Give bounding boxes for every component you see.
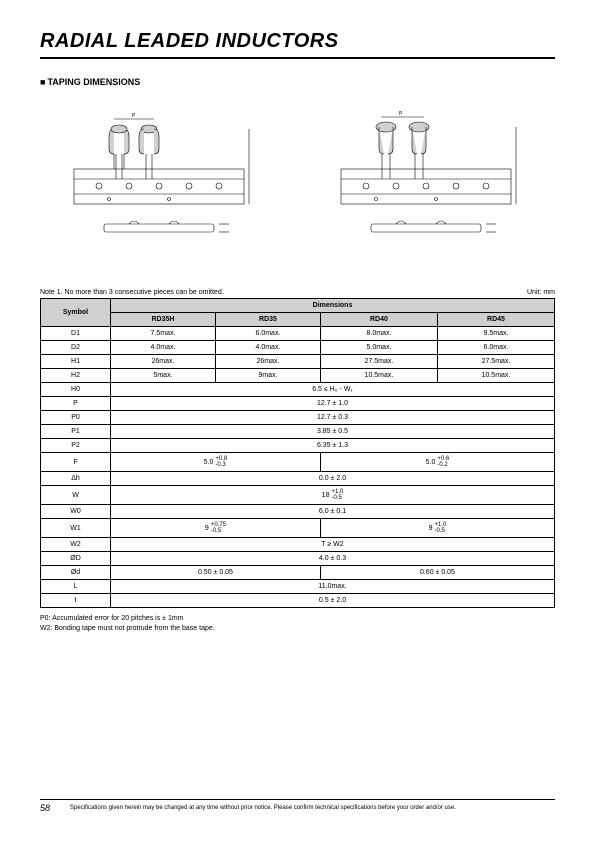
cell-value: 10.5max. — [320, 369, 437, 383]
table-row: W18+1.0-0.5 — [41, 486, 555, 505]
table-row: P26.35 ± 1.3 — [41, 439, 555, 453]
cell-value: 18+1.0-0.5 — [111, 486, 555, 505]
cell-value: 4.0 ± 0.3 — [111, 552, 555, 566]
cell-value: 6.5 ≤ H₀ - W₁ — [111, 383, 555, 397]
table-row: H25max.9max.10.5max.10.5max. — [41, 369, 555, 383]
section-subtitle: TAPING DIMENSIONS — [40, 77, 555, 87]
cell-value: 5.0+0.8-0.3 — [111, 453, 321, 472]
svg-text:P: P — [132, 113, 136, 119]
table-row: P13.85 ± 0.5 — [41, 425, 555, 439]
table-row: P12.7 ± 1.0 — [41, 397, 555, 411]
cell-symbol: H0 — [41, 383, 111, 397]
table-row: D24.0max.4.0max.5.0max.6.0max. — [41, 341, 555, 355]
cell-symbol: P1 — [41, 425, 111, 439]
footnote-p0: P0: Accumulated error for 20 pitches is … — [40, 614, 555, 624]
cell-symbol: P0 — [41, 411, 111, 425]
table-row: L11.0max. — [41, 580, 555, 594]
table-row: H126max.26max.27.5max.27.5max. — [41, 355, 555, 369]
cell-value: 4.0max. — [111, 341, 216, 355]
cell-symbol: W2 — [41, 538, 111, 552]
table-row: H06.5 ≤ H₀ - W₁ — [41, 383, 555, 397]
cell-symbol: W — [41, 486, 111, 505]
dimensions-table: Symbol Dimensions RD35HRD35RD40RD45 D17.… — [40, 298, 555, 608]
cell-value: 6.0max. — [215, 327, 320, 341]
cell-symbol: H1 — [41, 355, 111, 369]
taping-diagram-left: P — [54, 99, 274, 249]
cell-value: 6.0max. — [437, 341, 554, 355]
cell-value: 0.0 ± 2.0 — [111, 472, 555, 486]
cell-symbol: W1 — [41, 519, 111, 538]
cell-value: 6.35 ± 1.3 — [111, 439, 555, 453]
disclaimer: Specifications given herein may be chang… — [70, 805, 555, 811]
th-symbol: Symbol — [41, 299, 111, 327]
page-number: 58 — [40, 803, 50, 813]
cell-symbol: ØD — [41, 552, 111, 566]
cell-symbol: H2 — [41, 369, 111, 383]
cell-symbol: D1 — [41, 327, 111, 341]
cell-symbol: Δh — [41, 472, 111, 486]
cell-symbol: D2 — [41, 341, 111, 355]
cell-value: 27.5max. — [437, 355, 554, 369]
cell-value: 6.0 ± 0.1 — [111, 505, 555, 519]
th-dimensions: Dimensions — [111, 299, 555, 313]
cell-value: 8.0max. — [320, 327, 437, 341]
cell-value: 5.0+0.6-0.2 — [320, 453, 554, 472]
table-row: D17.5max.6.0max.8.0max.9.5max. — [41, 327, 555, 341]
cell-value: 0.50 ± 0.05 — [111, 566, 321, 580]
cell-symbol: W0 — [41, 505, 111, 519]
page-title: RADIAL LEADED INDUCTORS — [40, 30, 555, 59]
th-col: RD40 — [320, 313, 437, 327]
unit-label: Unit: mm — [527, 289, 555, 296]
cell-value: 7.5max. — [111, 327, 216, 341]
table-row: Δh0.0 ± 2.0 — [41, 472, 555, 486]
cell-value: 5.0max. — [320, 341, 437, 355]
cell-value: 11.0max. — [111, 580, 555, 594]
table-row: Ød0.50 ± 0.050.60 ± 0.05 — [41, 566, 555, 580]
cell-symbol: t — [41, 594, 111, 608]
svg-text:P: P — [399, 111, 403, 117]
cell-value: 26max. — [215, 355, 320, 369]
table-row: W06.0 ± 0.1 — [41, 505, 555, 519]
table-row: W2T ≥ W2 — [41, 538, 555, 552]
cell-symbol: P2 — [41, 439, 111, 453]
table-row: t0.5 ± 2.0 — [41, 594, 555, 608]
cell-value: 12.7 ± 1.0 — [111, 397, 555, 411]
cell-symbol: Ød — [41, 566, 111, 580]
cell-symbol: P — [41, 397, 111, 411]
table-row: F5.0+0.8-0.35.0+0.6-0.2 — [41, 453, 555, 472]
cell-value: 26max. — [111, 355, 216, 369]
cell-value: 9.5max. — [437, 327, 554, 341]
note-1: Note 1. No more than 3 consecutive piece… — [40, 289, 224, 296]
cell-value: 3.85 ± 0.5 — [111, 425, 555, 439]
cell-value: 4.0max. — [215, 341, 320, 355]
cell-value: 5max. — [111, 369, 216, 383]
cell-value: 9+1.0-0.5 — [320, 519, 554, 538]
cell-value: 0.5 ± 2.0 — [111, 594, 555, 608]
th-col: RD35 — [215, 313, 320, 327]
table-body: D17.5max.6.0max.8.0max.9.5max.D24.0max.4… — [41, 327, 555, 608]
table-row: P012.7 ± 0.3 — [41, 411, 555, 425]
cell-value: 9max. — [215, 369, 320, 383]
cell-value: 0.60 ± 0.05 — [320, 566, 554, 580]
cell-symbol: F — [41, 453, 111, 472]
footnotes: P0: Accumulated error for 20 pitches is … — [40, 614, 555, 634]
cell-value: 10.5max. — [437, 369, 554, 383]
cell-value: 27.5max. — [320, 355, 437, 369]
footer: 58 Specifications given herein may be ch… — [40, 799, 555, 813]
footnote-w2: W2: Bonding tape must not protrude from … — [40, 624, 555, 634]
cell-value: 12.7 ± 0.3 — [111, 411, 555, 425]
cell-value: T ≥ W2 — [111, 538, 555, 552]
table-row: W19+0.75-0.59+1.0-0.5 — [41, 519, 555, 538]
th-col: RD35H — [111, 313, 216, 327]
table-row: ØD4.0 ± 0.3 — [41, 552, 555, 566]
cell-symbol: L — [41, 580, 111, 594]
th-cols-row: RD35HRD35RD40RD45 — [41, 313, 555, 327]
th-col: RD45 — [437, 313, 554, 327]
diagram-row: P P — [40, 99, 555, 249]
cell-value: 9+0.75-0.5 — [111, 519, 321, 538]
taping-diagram-right: P — [321, 99, 541, 249]
